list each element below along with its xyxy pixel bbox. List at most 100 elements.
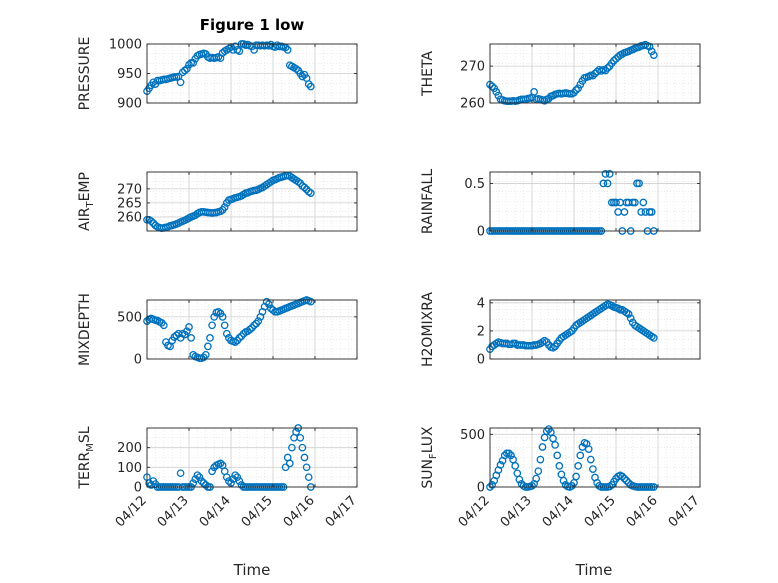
y-axis-label: MIXDEPTH (77, 293, 93, 366)
x-tick-label: 04/14 (197, 493, 234, 530)
y-tick-label: 270 (460, 60, 485, 75)
data-point (626, 314, 635, 323)
data-point (603, 64, 612, 72)
y-axis-label: H2OMIXRA (420, 292, 436, 367)
data-point (281, 463, 290, 472)
data-point (494, 91, 503, 100)
data-point (235, 334, 244, 342)
data-point (624, 310, 633, 318)
data-point (620, 208, 629, 216)
data-point (189, 479, 198, 487)
y-tick-label: 0 (477, 481, 485, 496)
x-axis-label-right: Time (575, 561, 613, 579)
y-tick-label: 4 (477, 296, 485, 311)
subplot-1: 900 950 1000 PRESSURE (77, 37, 358, 112)
data-point (231, 338, 240, 346)
y-axis-label: RAINFALL (420, 169, 436, 234)
data-point (536, 455, 545, 464)
data-point (225, 44, 233, 53)
data-point (288, 443, 296, 452)
data-point (246, 325, 254, 334)
data-point (180, 66, 189, 75)
data-point (488, 82, 496, 91)
data-point (551, 441, 559, 449)
y-tick-label: 950 (117, 67, 142, 82)
x-tick-label: 04/15 (239, 493, 276, 530)
data-point (572, 472, 580, 481)
y-tick-label: 500 (117, 310, 142, 325)
data-point (637, 208, 646, 216)
data-point (185, 323, 193, 331)
data-point (507, 451, 515, 460)
y-tick-label: 900 (117, 97, 142, 112)
data-point (220, 203, 229, 211)
axes-box (489, 43, 701, 104)
data-point (176, 78, 185, 87)
data-point (534, 467, 543, 476)
data-point (589, 71, 597, 80)
data-point (201, 350, 210, 359)
data-point (250, 321, 258, 330)
data-point (589, 465, 597, 473)
data-point (645, 42, 654, 51)
data-point (231, 471, 240, 480)
y-tick-label: 0.5 (464, 177, 485, 192)
data-point (216, 459, 225, 468)
y-tick-label: 2 (477, 324, 485, 339)
subplot-2: 260 270 THETA (420, 40, 701, 112)
data-point (176, 469, 185, 478)
y-tick-label: 100 (117, 461, 142, 476)
data-point (199, 479, 208, 487)
y-tick-label: 0 (134, 481, 142, 496)
data-point (208, 467, 216, 476)
data-point (147, 217, 156, 226)
data-point (206, 334, 214, 342)
data-point (296, 433, 305, 442)
data-point (218, 313, 227, 321)
data-point (235, 477, 244, 485)
subplot-5: 0 500 MIXDEPTH (77, 293, 358, 368)
data-point (538, 443, 547, 451)
y-axis-label: SUNFLUX (420, 426, 439, 489)
data-point (159, 321, 168, 330)
data-point (220, 321, 229, 330)
data-point (187, 334, 195, 342)
data-point (612, 198, 620, 207)
data-point (204, 342, 212, 351)
series-markers (143, 171, 315, 233)
data-point (639, 198, 648, 207)
data-point (285, 459, 294, 468)
data-point (576, 451, 585, 460)
data-point (574, 462, 583, 470)
data-point (559, 476, 568, 485)
y-tick-label: 260 (460, 97, 485, 112)
y-tick-label: 270 (117, 182, 142, 197)
axes-box (489, 299, 701, 360)
series-markers (486, 300, 658, 354)
data-point (574, 84, 583, 93)
x-tick-label: 04/13 (155, 493, 192, 530)
series-markers (143, 296, 315, 363)
data-point (603, 179, 612, 188)
data-point (576, 80, 585, 89)
subplot-4: 0 0.5 RAINFALL (420, 169, 701, 240)
data-point (631, 198, 639, 207)
axes-box (146, 171, 358, 232)
y-tick-label: 1000 (109, 38, 142, 53)
data-point (210, 313, 219, 321)
data-point (605, 170, 614, 178)
y-tick-label: 0 (477, 353, 485, 368)
data-point (306, 189, 315, 197)
axes-box (146, 299, 358, 360)
data-point (496, 461, 505, 469)
data-point (532, 474, 541, 483)
data-point (306, 297, 315, 306)
subplot-8: 0 500 SUNFLUX 04/12 04/13 04/14 04/15 04/16 04/1… (420, 425, 703, 530)
x-tick-label: 04/13 (498, 493, 535, 530)
x-tick-label: 04/15 (582, 493, 619, 530)
y-tick-label: 500 (460, 428, 485, 443)
x-tick-label: 04/17 (666, 493, 703, 530)
data-point (488, 481, 496, 489)
